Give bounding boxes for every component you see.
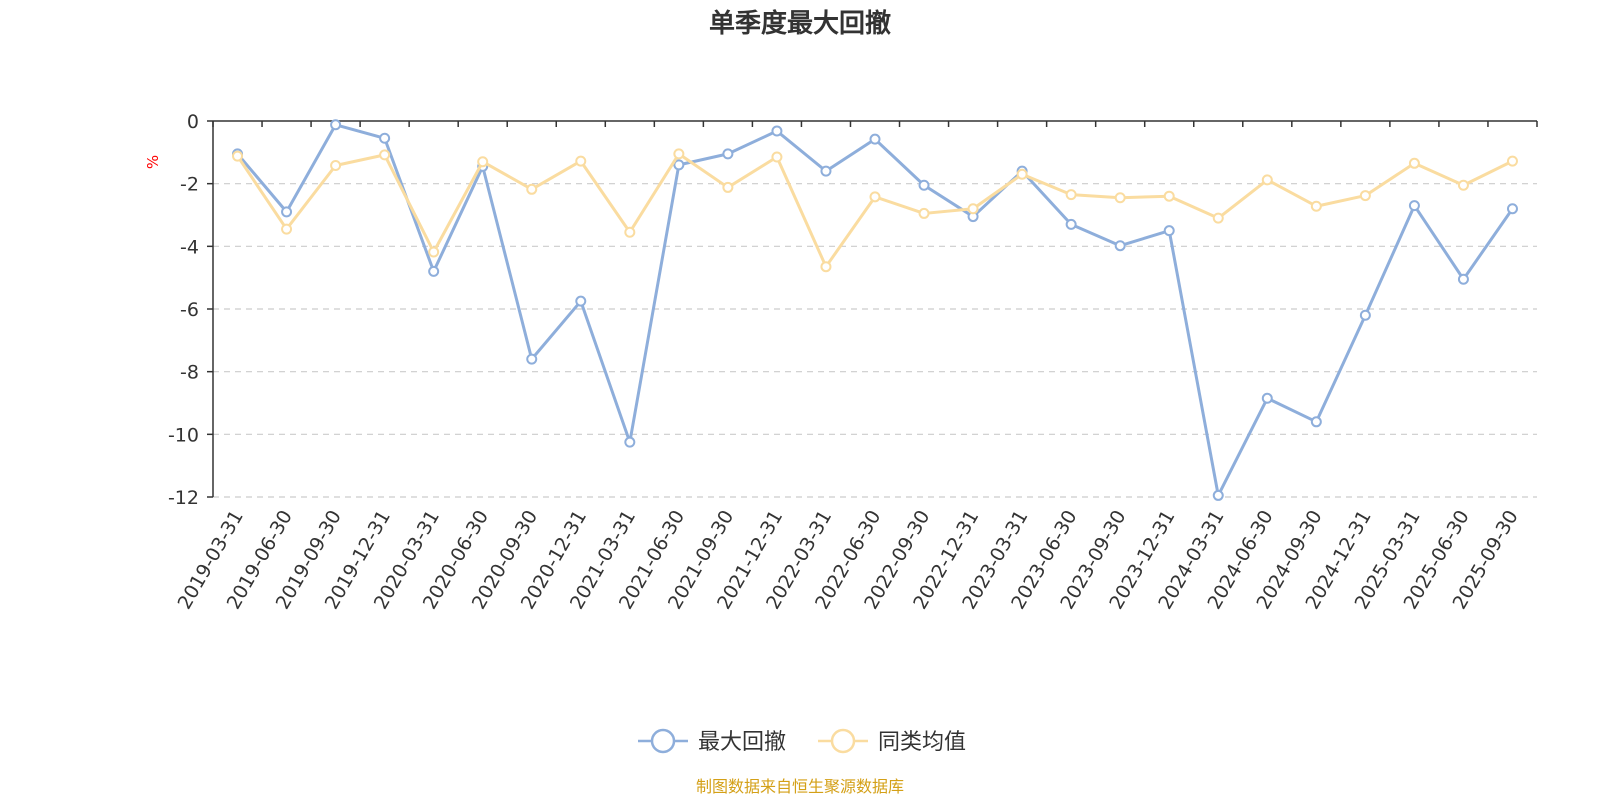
y-tick-label: -8 [180, 362, 199, 384]
legend[interactable]: 最大回撤 同类均值 [638, 728, 966, 755]
data-point [673, 159, 685, 171]
data-point [1065, 218, 1077, 230]
y-tick-label: -4 [180, 236, 199, 258]
data-point [967, 203, 979, 215]
data-point [771, 151, 783, 163]
legend-marker [830, 728, 856, 754]
data-point [526, 183, 538, 195]
data-point [232, 150, 244, 162]
legend-marker [650, 728, 676, 754]
data-point [1261, 392, 1273, 404]
data-point [379, 149, 391, 161]
data-point [477, 156, 489, 168]
data-point [1506, 155, 1518, 167]
data-point [918, 207, 930, 219]
y-tick-label: -2 [180, 174, 199, 196]
y-tick-label: -6 [180, 299, 199, 321]
data-point [771, 125, 783, 137]
axes [207, 120, 1538, 498]
y-tick-label: -10 [168, 424, 199, 446]
legend-item-1[interactable]: 最大回撤 [638, 728, 786, 755]
data-point [1212, 489, 1224, 501]
data-point [1212, 212, 1224, 224]
data-point [379, 132, 391, 144]
data-point [281, 223, 293, 235]
data-point [575, 295, 587, 307]
data-point [722, 181, 734, 193]
data-point [1016, 168, 1028, 180]
grid-lines [213, 183, 1537, 498]
data-point [575, 155, 587, 167]
data-point [1359, 190, 1371, 202]
series-lines [232, 119, 1518, 501]
legend-label: 最大回撤 [698, 730, 786, 755]
data-point [1114, 192, 1126, 204]
data-point [1114, 240, 1126, 252]
data-point [1457, 273, 1469, 285]
data-point [1457, 179, 1469, 191]
data-point [624, 226, 636, 238]
data-point [281, 206, 293, 218]
data-point [1261, 174, 1273, 186]
data-point [624, 436, 636, 448]
data-point [869, 191, 881, 203]
data-point [1310, 200, 1322, 212]
data-point [428, 246, 440, 258]
series-2 [232, 148, 1518, 273]
legend-item-2[interactable]: 同类均值 [818, 728, 966, 755]
data-point [1408, 200, 1420, 212]
data-point [428, 265, 440, 277]
series-line [236, 123, 1514, 497]
data-point [1163, 190, 1175, 202]
y-axis-unit-label: % [144, 155, 162, 169]
data-point [1310, 416, 1322, 428]
data-point [918, 179, 930, 191]
data-point [820, 261, 832, 273]
data-point [673, 148, 685, 160]
data-point [330, 119, 342, 131]
series-1 [232, 119, 1518, 501]
data-point [1163, 225, 1175, 237]
data-point [722, 148, 734, 160]
y-tick-labels: 0 -2 -4 -6 -8 -10 -12 [168, 111, 199, 509]
data-point [820, 165, 832, 177]
data-point [1065, 189, 1077, 201]
data-point [869, 133, 881, 145]
data-point [1506, 203, 1518, 215]
y-tick-label: -12 [168, 487, 199, 509]
legend-label: 同类均值 [878, 730, 966, 755]
y-tick-label: 0 [187, 111, 199, 133]
data-point [1359, 309, 1371, 321]
data-point [330, 159, 342, 171]
x-tick-labels: 2019-03-312019-06-302019-09-302019-12-31… [174, 506, 1523, 613]
data-point [526, 353, 538, 365]
chart-title: 单季度最大回撤 [709, 8, 891, 39]
data-source-note: 制图数据来自恒生聚源数据库 [696, 777, 904, 796]
data-point [1408, 157, 1420, 169]
